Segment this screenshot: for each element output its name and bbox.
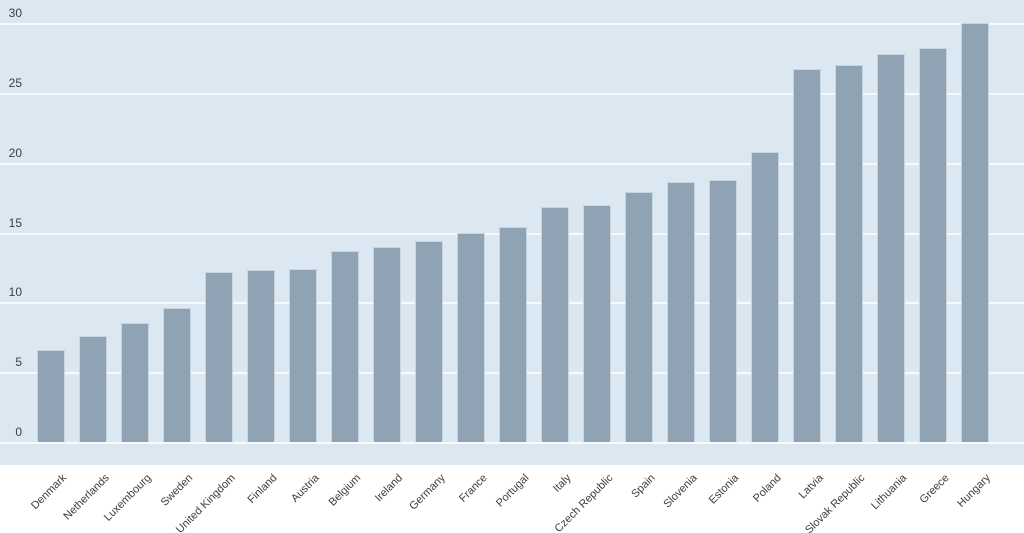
bar bbox=[667, 182, 695, 442]
bar bbox=[415, 240, 443, 442]
x-axis-category-label: Denmark bbox=[29, 472, 70, 513]
bar bbox=[247, 270, 275, 442]
x-axis-category-label: Greece bbox=[917, 472, 952, 506]
y-axis-tick-label: 20 bbox=[8, 145, 22, 160]
x-axis-category-label: Sweden bbox=[158, 472, 196, 509]
bar bbox=[331, 250, 359, 442]
bar bbox=[373, 246, 401, 442]
y-axis-tick-label: 25 bbox=[8, 76, 22, 90]
x-axis-category-label: Poland bbox=[750, 472, 784, 505]
gridline bbox=[0, 23, 1024, 26]
y-axis-tick-label: 0 bbox=[15, 425, 22, 439]
bar bbox=[289, 268, 317, 442]
bar bbox=[583, 204, 611, 442]
x-axis-category-label: Latvia bbox=[796, 472, 826, 502]
bar bbox=[163, 307, 191, 442]
y-axis-tick-label: 15 bbox=[8, 215, 22, 230]
x-axis-category-label: Italy bbox=[550, 472, 574, 495]
x-axis-category-label: Slovenia bbox=[661, 472, 700, 511]
x-axis-category-label: Hungary bbox=[955, 472, 994, 510]
x-axis-category-label: Ireland bbox=[373, 472, 406, 505]
x-axis-category-label: Finland bbox=[245, 472, 280, 506]
bar bbox=[709, 179, 737, 442]
x-axis-category-label: Spain bbox=[629, 472, 658, 501]
bar bbox=[835, 65, 863, 442]
x-axis-category-label: Belgium bbox=[326, 472, 364, 509]
bar bbox=[499, 227, 527, 442]
gridline bbox=[0, 93, 1024, 95]
x-axis-category-label: Germany bbox=[407, 472, 448, 513]
x-axis-category-label: France bbox=[456, 472, 490, 505]
y-axis-tick-label: 30 bbox=[8, 6, 22, 21]
y-axis-tick-label: 10 bbox=[8, 285, 22, 300]
bar bbox=[205, 271, 233, 442]
bar bbox=[961, 23, 989, 442]
bar bbox=[79, 335, 107, 442]
x-axis-category-label: Portugal bbox=[494, 472, 532, 510]
x-axis-category-label: Austria bbox=[288, 472, 322, 505]
gridline bbox=[0, 162, 1024, 165]
bar bbox=[121, 323, 149, 442]
bar bbox=[625, 192, 653, 442]
y-axis-tick-label: 5 bbox=[15, 355, 22, 370]
bar bbox=[793, 69, 821, 442]
bar bbox=[919, 48, 947, 442]
x-axis-category-label: Estonia bbox=[707, 472, 742, 507]
gridline bbox=[0, 442, 1024, 444]
bar bbox=[751, 151, 779, 442]
x-axis-category-label: Lithuania bbox=[869, 472, 910, 513]
bar bbox=[541, 207, 569, 442]
bar bbox=[877, 53, 905, 442]
bar bbox=[37, 349, 65, 442]
bar bbox=[457, 232, 485, 442]
